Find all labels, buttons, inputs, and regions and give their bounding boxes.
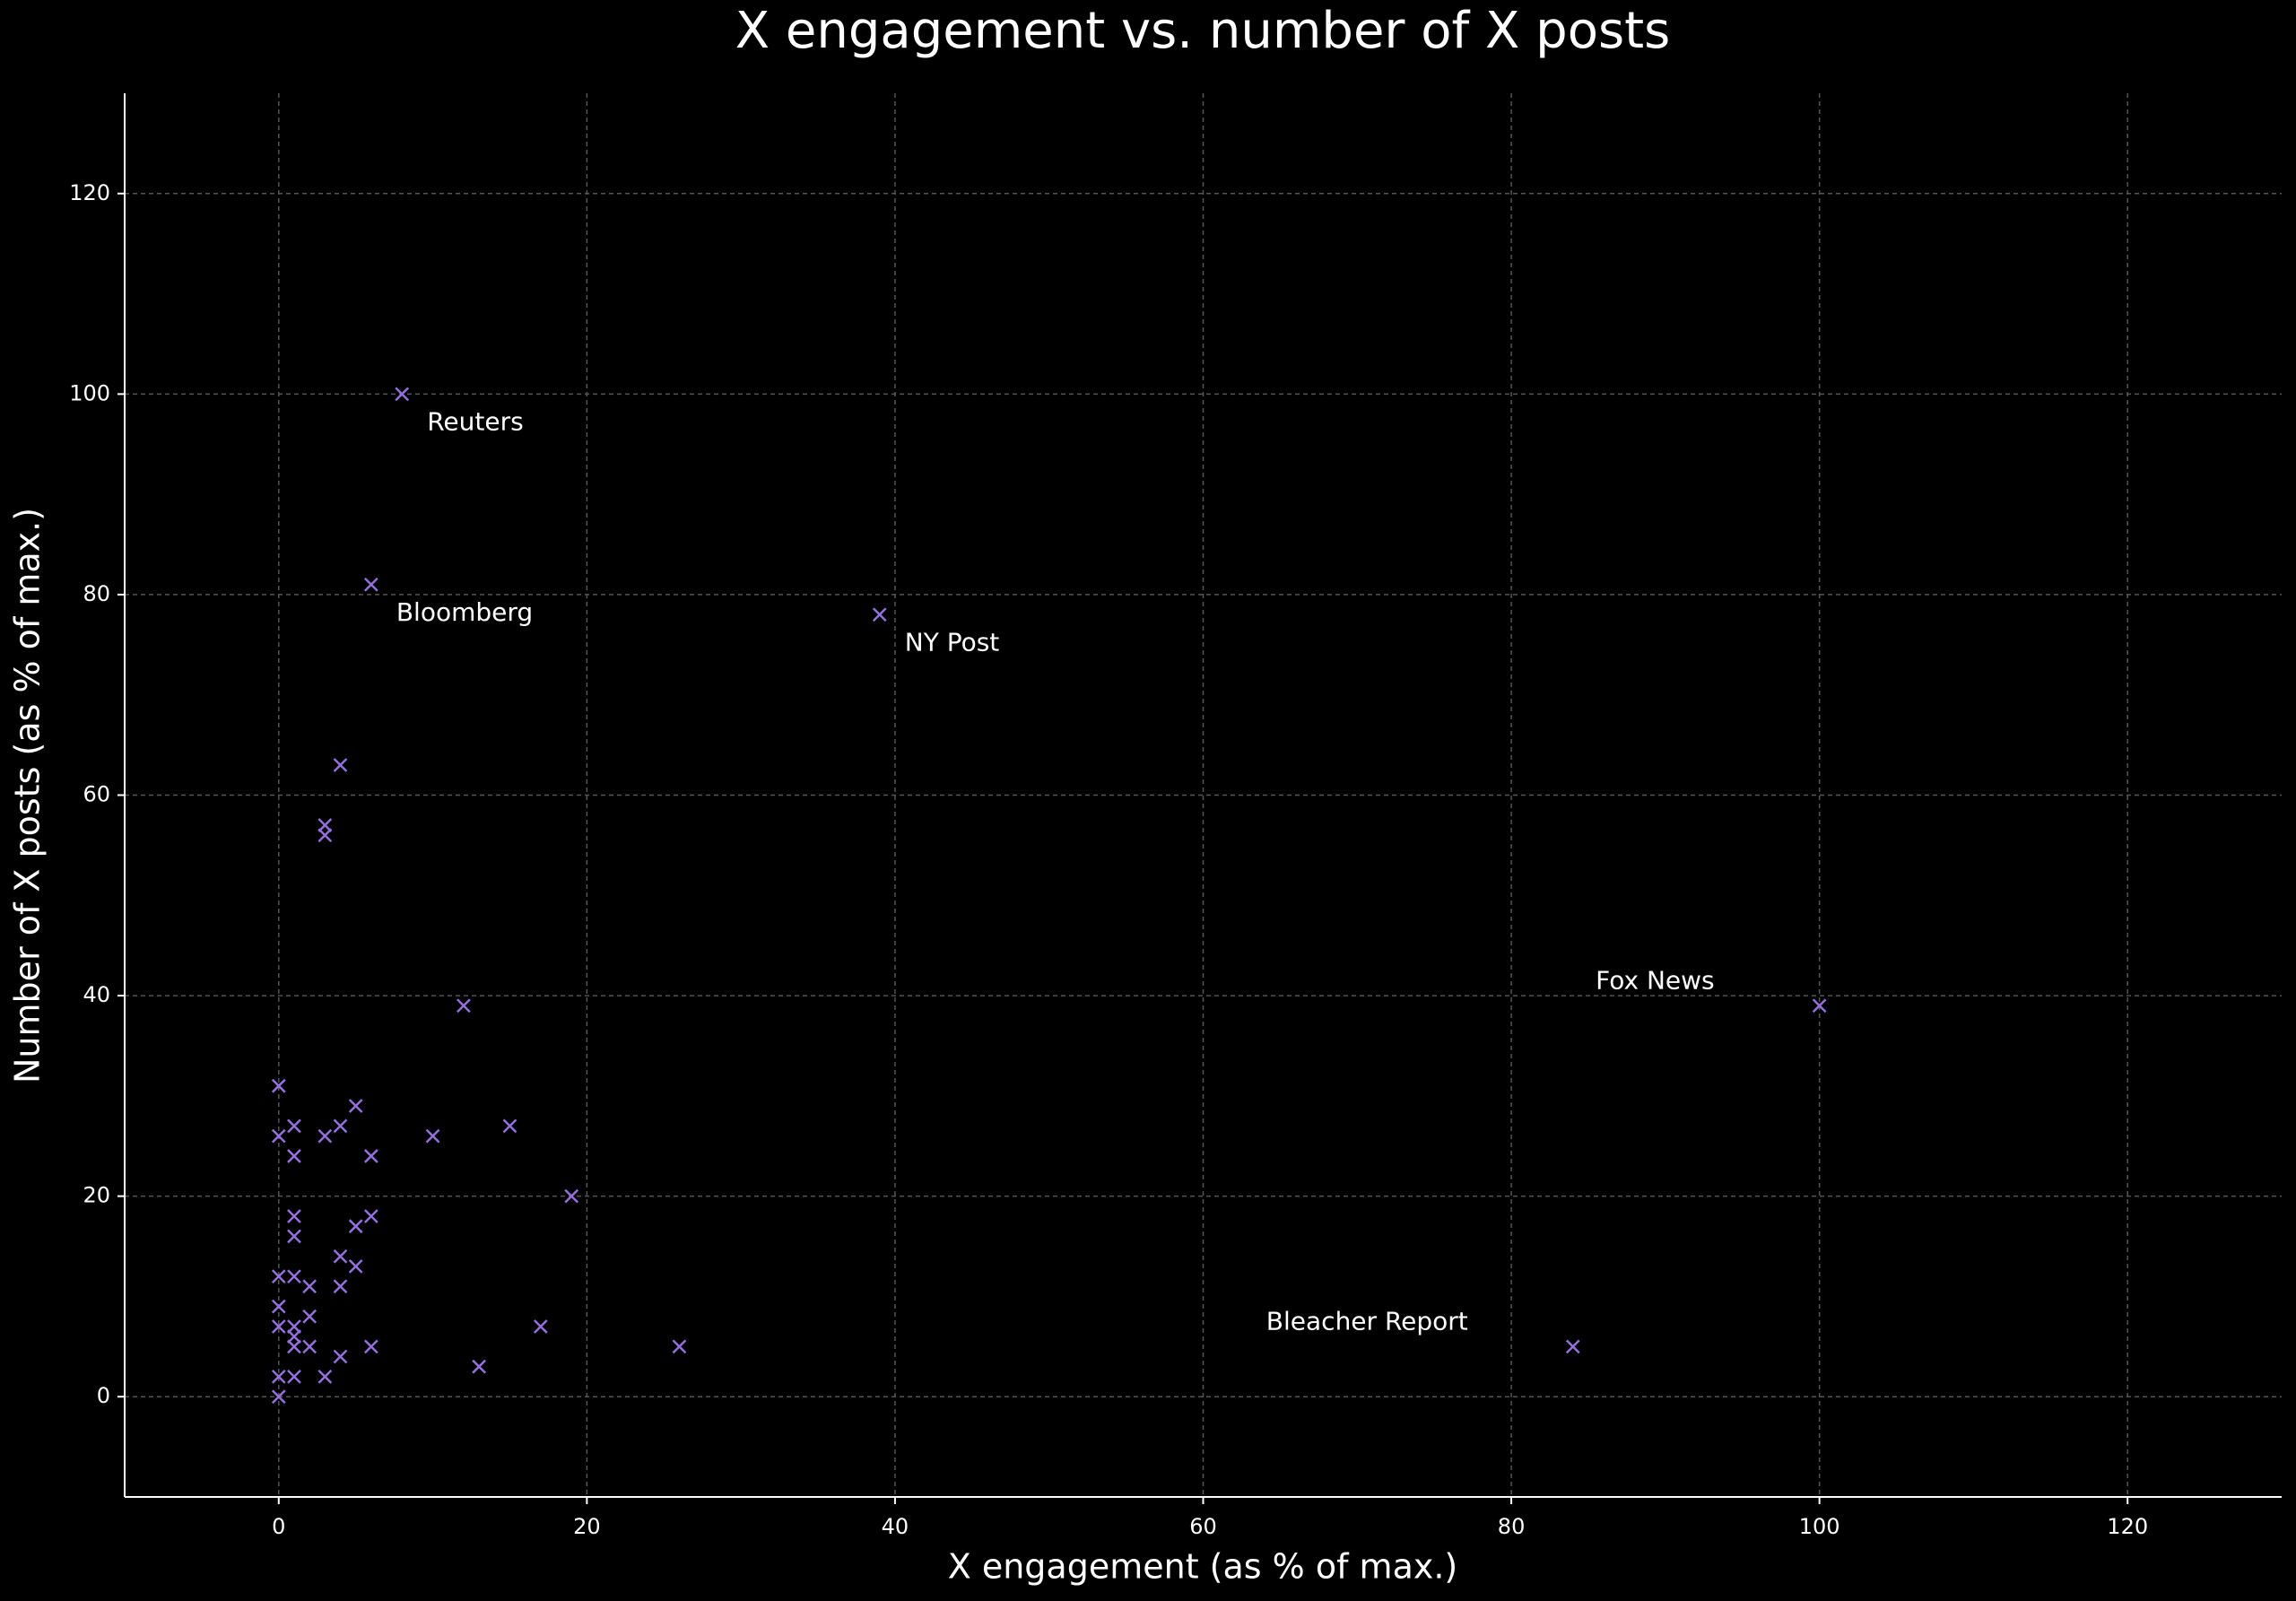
point	[271, 1269, 286, 1283]
point	[333, 1118, 348, 1134]
point	[287, 1329, 301, 1344]
point	[363, 577, 378, 592]
point	[425, 1128, 440, 1144]
point	[271, 1128, 286, 1144]
point	[271, 1078, 286, 1093]
point	[287, 1319, 301, 1334]
point-label: Fox News	[1596, 965, 1715, 995]
point	[287, 1269, 301, 1283]
point-label: Reuters	[427, 406, 523, 436]
point	[287, 1118, 301, 1134]
point	[287, 1229, 301, 1244]
point	[302, 1279, 317, 1294]
point	[363, 1339, 378, 1354]
x-tick-label: 60	[1189, 1514, 1217, 1539]
point	[333, 1349, 348, 1364]
point	[287, 1369, 301, 1384]
chart-title: X engagement vs. number of X posts	[735, 2, 1671, 60]
point	[1565, 1339, 1580, 1354]
y-tick-label: 100	[69, 380, 110, 405]
point	[564, 1188, 579, 1204]
point	[333, 758, 348, 772]
point	[472, 1359, 486, 1374]
point	[317, 818, 333, 832]
point	[672, 1339, 687, 1354]
x-tick-label: 100	[1799, 1514, 1840, 1539]
point	[363, 1209, 378, 1223]
y-tick-label: 60	[83, 782, 110, 807]
point-label: Bloomberg	[396, 597, 533, 627]
point	[348, 1099, 363, 1113]
y-tick-label: 0	[97, 1383, 110, 1408]
y-tick-label: 40	[83, 982, 110, 1007]
point	[502, 1118, 517, 1134]
point	[533, 1319, 548, 1334]
point	[271, 1319, 286, 1334]
point	[317, 828, 333, 843]
y-axis-label: Number of X posts (as % of max.)	[8, 508, 48, 1083]
x-tick-label: 0	[272, 1514, 285, 1539]
point	[287, 1149, 301, 1163]
point	[271, 1389, 286, 1405]
x-tick-label: 120	[2107, 1514, 2148, 1539]
point	[872, 607, 887, 622]
x-axis-label: X engagement (as % of max.)	[948, 1547, 1458, 1587]
point	[287, 1209, 301, 1223]
point	[302, 1339, 317, 1354]
point	[348, 1259, 363, 1274]
point	[302, 1309, 317, 1324]
y-tick-label: 80	[83, 581, 110, 606]
point	[363, 1149, 378, 1163]
point	[317, 1369, 333, 1384]
y-tick-label: 20	[83, 1183, 110, 1208]
point	[333, 1249, 348, 1264]
point	[333, 1279, 348, 1294]
point	[271, 1369, 286, 1384]
point	[395, 387, 410, 402]
point-label: NY Post	[905, 627, 1000, 657]
x-tick-label: 40	[882, 1514, 909, 1539]
point	[1812, 998, 1827, 1014]
point	[317, 1128, 333, 1144]
point	[271, 1299, 286, 1314]
y-tick-label: 120	[69, 180, 110, 205]
point	[348, 1219, 363, 1234]
point-label: Bleacher Report	[1266, 1306, 1468, 1336]
point	[457, 998, 471, 1014]
x-tick-label: 80	[1498, 1514, 1526, 1539]
x-tick-label: 20	[573, 1514, 601, 1539]
point	[287, 1339, 301, 1354]
